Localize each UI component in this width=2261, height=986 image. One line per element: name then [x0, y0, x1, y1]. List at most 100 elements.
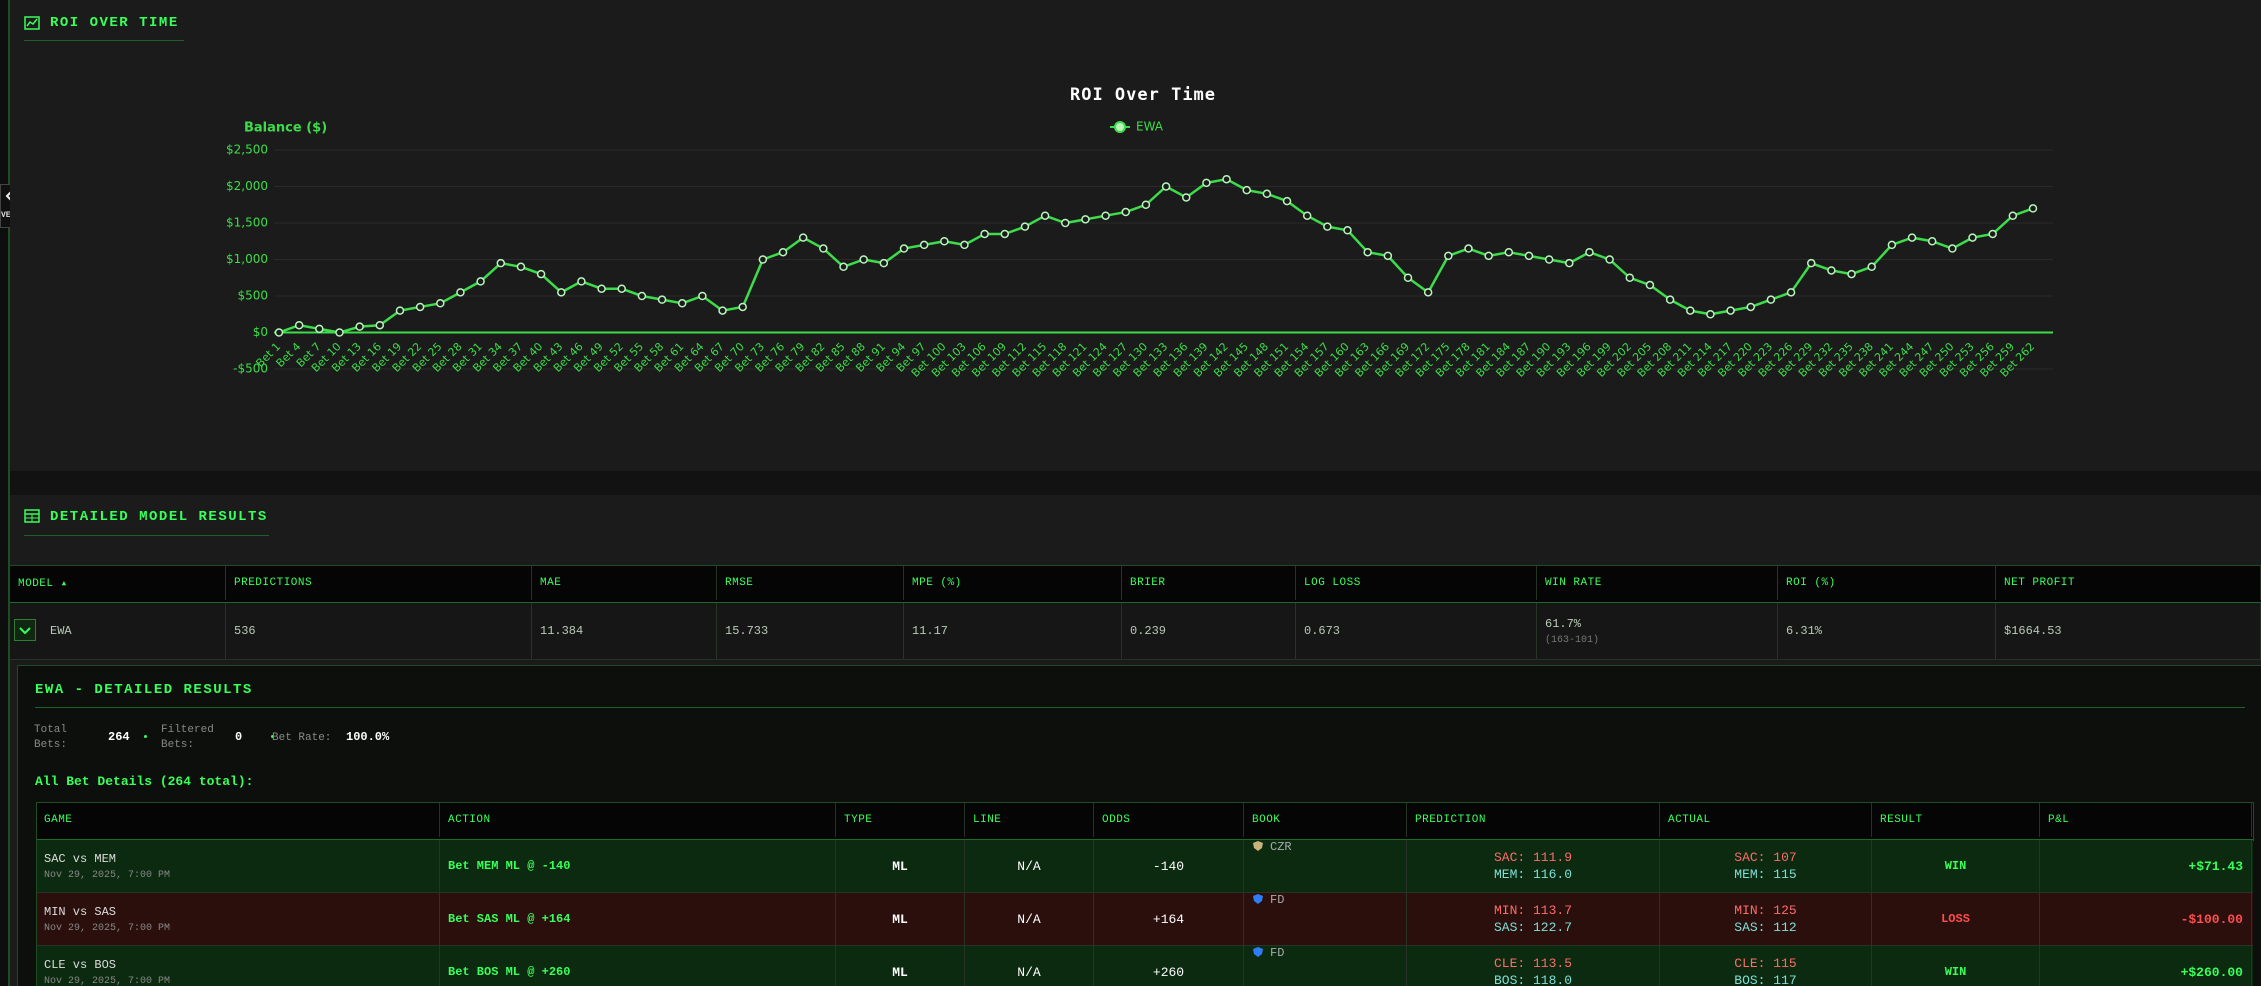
- cell-text: 11.17: [912, 624, 949, 638]
- expand-button[interactable]: [14, 619, 36, 641]
- column-header: LOG LOSS: [1296, 566, 1537, 600]
- game-name: SAC vs MEM: [44, 851, 117, 866]
- data-point: [1121, 207, 1131, 217]
- section-heading: DETAILED MODEL RESULTS: [50, 509, 268, 525]
- odds-text: +260: [1152, 964, 1185, 980]
- data-point: [778, 247, 788, 257]
- table-cell: -140: [1094, 840, 1244, 892]
- column-header: GAME: [36, 803, 440, 837]
- data-point: [1948, 244, 1957, 253]
- data-point: [839, 262, 848, 272]
- column-header: ROI (%): [1778, 566, 1996, 600]
- data-point: [899, 244, 909, 253]
- data-point: [1585, 247, 1594, 257]
- line-text: N/A: [1017, 911, 1041, 927]
- data-point: [1222, 174, 1231, 184]
- data-point: [1847, 269, 1856, 279]
- data-point: [1464, 244, 1473, 253]
- data-point: [597, 284, 606, 293]
- heading-underline: [24, 535, 269, 536]
- column-header: RESULT: [1872, 803, 2040, 837]
- cell-text: 11.384: [540, 624, 584, 638]
- data-point: [1343, 226, 1352, 235]
- column-header: RMSE: [717, 566, 904, 600]
- data-point: [1000, 229, 1010, 239]
- data-point: [617, 284, 626, 293]
- data-point: [1383, 251, 1393, 261]
- pnl-text: +$71.43: [2188, 858, 2243, 874]
- column-header: ACTION: [440, 803, 836, 837]
- data-point: [698, 291, 707, 301]
- cell-text: 536: [234, 624, 256, 638]
- y-tick-label: $2,000: [226, 179, 268, 193]
- stat-label: Total Bets:: [34, 724, 68, 751]
- team-score: SAS: 122.7: [1493, 920, 1572, 935]
- chart-icon: [24, 16, 40, 30]
- chart: ROI Over Time Balance ($) -$500 $0 $500 $1,…: [226, 85, 2053, 380]
- stat-value: 264: [108, 730, 130, 744]
- data-point: [1363, 247, 1372, 257]
- row-bg: [36, 840, 2253, 893]
- data-point: [1504, 247, 1514, 257]
- table-cell: +$260.00: [2040, 946, 2252, 986]
- detail-subtitle: All Bet Details (264 total):: [35, 774, 254, 789]
- action-text: Bet MEM ML @ -140: [448, 859, 571, 873]
- data-point: [456, 288, 465, 297]
- book-name: FD: [1270, 946, 1285, 960]
- table-cell: +164: [1094, 893, 1244, 945]
- legend-swatch: [1114, 121, 1126, 133]
- data-point: [940, 237, 949, 246]
- data-point: [1242, 185, 1251, 195]
- data-point: [1665, 295, 1675, 304]
- column-header: PREDICTION: [1407, 803, 1660, 837]
- pnl-text: -$100.00: [2180, 911, 2243, 927]
- table-cell: 536: [226, 603, 532, 659]
- cell-text: 0.239: [1130, 624, 1167, 638]
- table-cell: ML: [836, 893, 965, 945]
- data-point: [879, 258, 889, 268]
- book-icon: [1252, 946, 1264, 958]
- odds-text: -140: [1152, 858, 1185, 874]
- team-score: CLE: 115: [1734, 956, 1797, 971]
- data-point: [415, 302, 425, 312]
- data-point: [1968, 233, 1977, 242]
- table-cell: ML: [836, 946, 965, 986]
- series-line: [278, 177, 2034, 334]
- data-point: [1040, 211, 1050, 220]
- odds-text: +164: [1152, 911, 1185, 927]
- heading-underline: [24, 40, 184, 41]
- cell-text: 61.7%: [1545, 616, 1582, 631]
- data-point: [355, 322, 364, 331]
- data-point: [1161, 182, 1171, 191]
- book-name: FD: [1270, 893, 1285, 907]
- data-point: [1262, 189, 1272, 199]
- stat-value: 0: [235, 730, 243, 744]
- data-point: [1907, 233, 1917, 242]
- book-name: CZR: [1270, 840, 1292, 854]
- column-header: P&L: [2040, 803, 2252, 837]
- data-point: [1081, 215, 1090, 224]
- table-cell: MIN: 125 SAS: 112: [1660, 893, 1872, 945]
- column-header: ODDS: [1094, 803, 1244, 837]
- game-date: Nov 29, 2025, 7:00 PM: [44, 869, 171, 881]
- team-score: MEM: 115: [1734, 867, 1797, 882]
- data-point: [1061, 218, 1070, 228]
- data-point: [1403, 273, 1413, 282]
- table-cell: WIN: [1872, 840, 2040, 892]
- data-point: [980, 229, 989, 239]
- table-cell: 0.239: [1122, 603, 1296, 659]
- stat-value: 100.0%: [346, 730, 390, 744]
- cell-text: EWA: [50, 624, 72, 638]
- action-text: Bet SAS ML @ +164: [448, 912, 571, 926]
- column-header: MPE (%): [904, 566, 1122, 600]
- detail-underline: [35, 707, 2245, 708]
- section-heading: ROI OVER TIME: [50, 15, 179, 31]
- table-icon: [24, 509, 40, 523]
- table-cell: CLE vs BOS Nov 29, 2025, 7:00 PM: [36, 946, 440, 986]
- roi-panel: ROI OVER TIME: [10, 0, 2261, 471]
- data-point: [677, 299, 687, 308]
- table-cell: N/A: [965, 946, 1094, 986]
- data-point: [657, 295, 667, 304]
- table-cell: SAC: 111.9 MEM: 116.0: [1407, 840, 1660, 892]
- side-strip: [0, 0, 10, 986]
